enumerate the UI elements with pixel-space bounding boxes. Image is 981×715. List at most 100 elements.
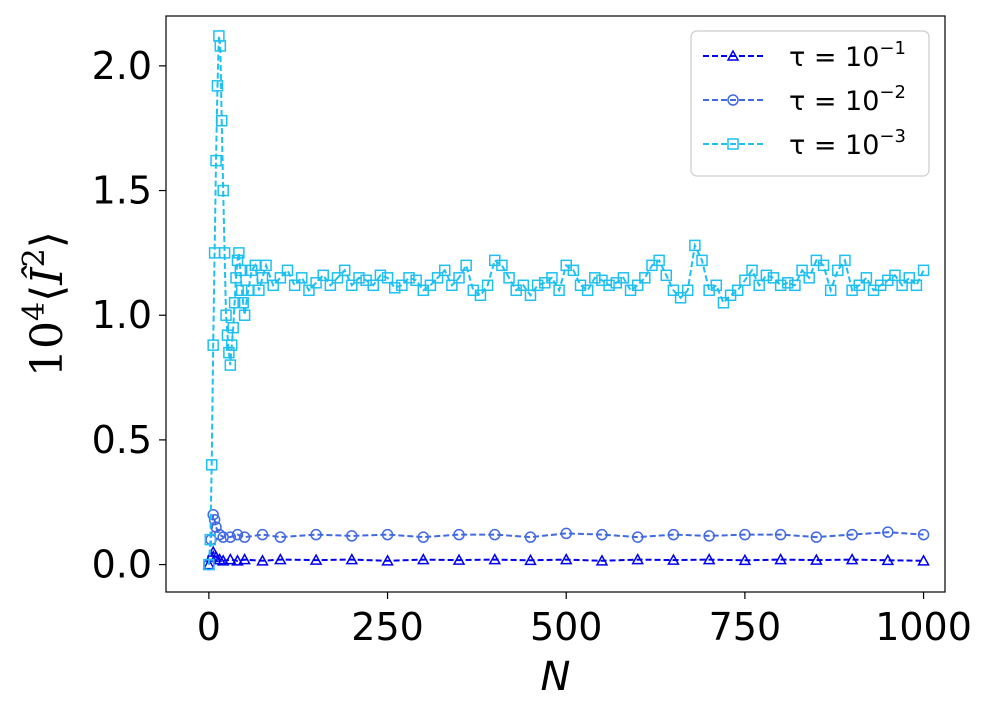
data-point — [810, 553, 823, 565]
data-point — [345, 553, 359, 565]
data-point — [346, 279, 358, 292]
data-point — [431, 272, 444, 284]
data-point — [603, 279, 615, 292]
data-point — [727, 94, 739, 106]
data-point — [256, 554, 269, 566]
data-point — [853, 279, 865, 292]
data-point — [489, 528, 501, 541]
data-point — [234, 264, 247, 277]
data-point — [214, 40, 227, 52]
x-axis-label: N — [541, 654, 571, 700]
data-point — [231, 554, 244, 566]
data-point — [524, 531, 537, 543]
legend-item: τ = 10−3 — [703, 126, 906, 161]
data-point — [403, 272, 415, 284]
data-point — [660, 269, 673, 282]
data-point — [388, 282, 401, 294]
x-tick-label: 0 — [197, 605, 221, 649]
legend-label-base: τ = 10 — [789, 130, 879, 161]
data-point — [310, 277, 322, 289]
data-point — [903, 272, 916, 284]
data-point — [224, 553, 237, 565]
data-point — [689, 239, 701, 252]
y-axis-label: 104⟨Î2⟩ — [17, 231, 73, 377]
data-point — [202, 558, 216, 570]
data-point — [803, 272, 815, 284]
data-point — [309, 553, 323, 565]
data-point — [438, 264, 451, 277]
series-triangle — [202, 545, 930, 570]
data-point — [760, 269, 773, 282]
series-square — [203, 30, 930, 571]
data-point — [224, 531, 237, 543]
y-label-left-bracket: ⟨ — [22, 285, 73, 302]
data-point — [667, 528, 680, 541]
x-axis: 0 250 500 750 1000 — [197, 592, 972, 649]
data-point — [560, 527, 572, 540]
data-point — [346, 530, 358, 542]
data-point — [674, 292, 687, 304]
data-point — [696, 254, 708, 267]
data-point — [331, 272, 344, 284]
data-point — [453, 272, 465, 284]
data-point — [726, 49, 740, 61]
data-point — [207, 339, 219, 351]
data-point — [739, 528, 751, 541]
data-point — [215, 114, 228, 127]
data-point — [531, 279, 544, 292]
series-line — [207, 514, 924, 565]
data-point — [317, 269, 329, 282]
data-point — [567, 264, 580, 277]
data-point — [595, 554, 609, 566]
data-point — [452, 553, 466, 565]
legend-item: τ = 10−2 — [703, 82, 906, 117]
data-point — [217, 531, 229, 543]
data-point — [667, 553, 680, 565]
legend-box — [690, 30, 930, 177]
data-point — [727, 138, 739, 150]
data-point — [703, 530, 715, 542]
data-point — [717, 297, 730, 309]
data-point — [204, 533, 217, 546]
data-point — [460, 259, 472, 272]
data-point — [210, 154, 222, 167]
data-point — [260, 259, 272, 272]
legend-label-base: τ = 10 — [789, 42, 879, 73]
data-point — [274, 553, 287, 565]
x-tick-label: 250 — [351, 605, 424, 649]
legend-label: τ = 10−3 — [789, 126, 906, 161]
data-point — [288, 279, 301, 292]
y-label-exponent: 4 — [17, 302, 52, 321]
data-point — [367, 279, 380, 292]
data-point — [203, 558, 215, 571]
data-point — [353, 272, 365, 284]
data-point — [208, 513, 221, 526]
data-point — [338, 264, 351, 277]
data-point — [817, 259, 830, 272]
plot-frame — [165, 15, 946, 593]
data-point — [774, 553, 787, 565]
data-point — [782, 277, 794, 289]
data-point — [553, 284, 565, 297]
data-point — [417, 553, 430, 565]
data-point — [474, 289, 487, 302]
x-tick-label: 750 — [709, 605, 782, 649]
data-point — [681, 284, 694, 297]
data-point — [503, 272, 515, 284]
legend-label-exponent: −3 — [879, 126, 906, 147]
data-point — [631, 553, 644, 565]
data-point — [739, 274, 751, 287]
series-circle — [203, 508, 930, 571]
data-point — [324, 279, 337, 292]
data-point — [381, 554, 394, 566]
data-point — [710, 279, 723, 292]
data-point — [617, 272, 630, 284]
x-tick-label: 1000 — [875, 605, 972, 649]
data-point — [238, 531, 251, 543]
data-point — [917, 528, 930, 541]
data-point — [226, 339, 238, 351]
data-point — [839, 254, 851, 267]
legend-label: τ = 10−2 — [789, 82, 906, 117]
